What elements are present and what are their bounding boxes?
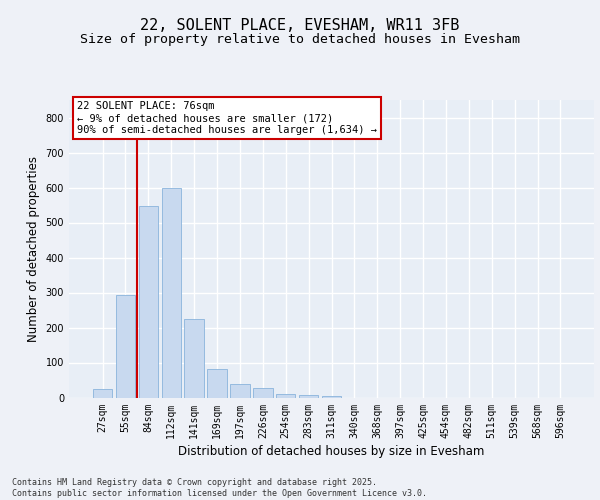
Bar [230,384,250,398]
Bar [299,394,319,398]
Text: 22 SOLENT PLACE: 76sqm
← 9% of detached houses are smaller (172)
90% of semi-det: 22 SOLENT PLACE: 76sqm ← 9% of detached … [77,102,377,134]
Y-axis label: Number of detached properties: Number of detached properties [27,156,40,342]
Bar [116,295,135,398]
Bar [184,319,204,398]
Bar [139,206,158,398]
Bar [322,396,341,398]
X-axis label: Distribution of detached houses by size in Evesham: Distribution of detached houses by size … [178,444,485,458]
Bar [253,388,272,398]
Text: Size of property relative to detached houses in Evesham: Size of property relative to detached ho… [80,32,520,46]
Bar [161,188,181,398]
Bar [93,389,112,398]
Bar [276,394,295,398]
Text: Contains HM Land Registry data © Crown copyright and database right 2025.
Contai: Contains HM Land Registry data © Crown c… [12,478,427,498]
Text: 22, SOLENT PLACE, EVESHAM, WR11 3FB: 22, SOLENT PLACE, EVESHAM, WR11 3FB [140,18,460,32]
Bar [208,369,227,398]
